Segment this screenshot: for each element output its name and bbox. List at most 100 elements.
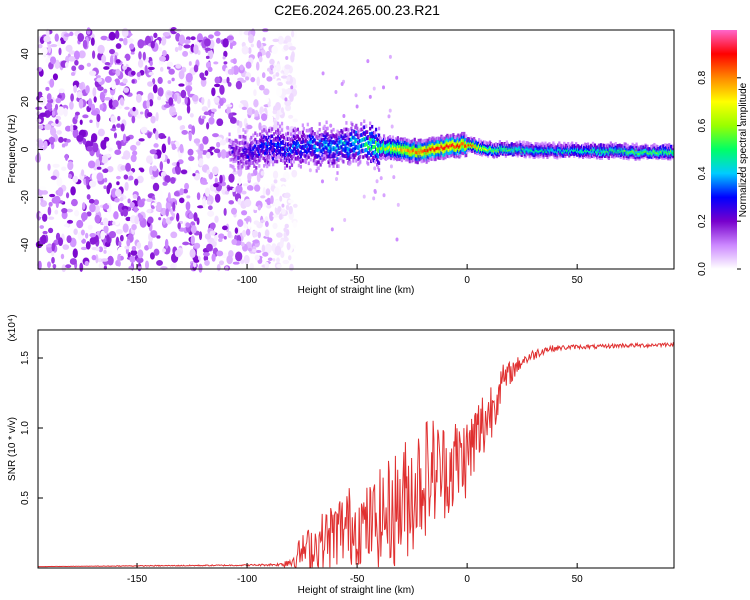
spectrogram-ridge-cell [266,144,269,149]
spectrogram-cell [144,245,150,251]
spectrogram-ridge-cell [314,160,317,164]
spectrogram-cell [84,260,90,267]
spectrogram-ridge-cell [282,136,286,140]
spectrogram-ridge-cell [597,143,601,148]
spectrogram-cell [217,104,221,109]
spectrogram-ridge-cell [327,148,330,153]
spectrogram-cell [224,190,230,195]
spectrogram-cell [262,37,266,42]
spectrogram-cell [185,72,193,83]
spectrogram-cell [196,192,201,201]
colorbar-tick-label: 0.6 [697,118,708,132]
spectrogram-ridge-cell [321,137,324,142]
spectrogram-cell [248,34,254,44]
spectrogram-cell [276,263,282,269]
spectrogram-ridge-cell [467,148,470,153]
spectrogram-ridge-cell [625,156,628,160]
spectrogram-cell [150,40,155,49]
spectrogram-ridge-cell [324,156,327,160]
spectrogram-cell [162,248,167,253]
spectrogram-cell [185,201,191,211]
spectrogram-cell [249,262,254,270]
spectrogram-ridge-cell [653,142,656,147]
spectrogram-cell [215,137,223,142]
spectrogram-ridge-cell [340,150,343,155]
spectrogram-cell [74,209,80,217]
spectrogram-cell [221,225,228,231]
spectrogram-cell [66,138,71,143]
spectrogram-ridge-cell [316,130,319,135]
spectrogram-cell [149,252,155,260]
spectrogram-cell [280,75,288,79]
spectrogram-cell [119,197,124,202]
spectrogram-ridge-cell [302,126,305,131]
spectrogram-cell [186,104,191,114]
spectrogram-ridge-cell [533,155,536,159]
spectrogram-cell [157,95,162,101]
spectrogram-cell [103,225,109,234]
spectrogram-ridge-cell [233,147,236,151]
spectrogram-ridge-cell [313,137,316,142]
spectrogram-cell [282,259,290,265]
spectrogram-ridge-cell [259,132,262,137]
spectrogram-cell [89,180,97,188]
spectrogram-ridge-cell [359,160,362,164]
spectrogram-ridge-cell [321,142,324,147]
spectrogram-cell [165,208,169,217]
spectrogram-cell [176,212,180,222]
spectrogram-cell [118,85,122,92]
spectrogram-cell [103,185,107,190]
spectrogram-ridge-cell [317,154,320,158]
spectrogram-cell [72,248,78,259]
spectrogram-cell [213,148,221,154]
spectrogram-ridge-cell [228,132,231,137]
spectrogram-ridge-cell [299,164,302,169]
spectrogram-cell [147,92,154,102]
spectrogram-cell [158,47,162,52]
spectrogram-cell [125,216,131,222]
spectrogram-cell [161,97,165,106]
spectrogram-ridge-cell [296,127,299,132]
spectrogram-cell [184,96,188,105]
spectrogram-ridge-cell [515,141,518,146]
spectrogram-ridge-cell [244,135,247,140]
spectrogram-ridge-cell [379,156,383,161]
spectrogram-ridge-cell [544,141,547,146]
spectrogram-cell [50,122,58,127]
spectrogram-ridge-cell [331,161,334,166]
spectrogram-cell [152,165,158,172]
spectrogram-ridge-cell [328,152,331,156]
spectrogram-ridge-cell [334,140,337,145]
spectrogram-cell [160,266,168,271]
spectrogram-cell [219,84,225,95]
spectrogram-ridge-cell [296,134,299,139]
spectrogram-cell [355,104,359,109]
spectrogram-ridge-cell [371,124,374,129]
spectrogram-cell [211,87,216,97]
spectrogram-cell [86,194,91,200]
spectrogram-ridge-cell [243,144,246,149]
spectrogram-ridge-cell [622,154,625,158]
spectrogram-cell [254,254,260,261]
spectrogram-ridge-cell [250,135,253,140]
spectrogram-ridge-cell [291,149,295,154]
spectrogram-cell [131,79,135,84]
spectrogram-ridge-cell [286,131,290,136]
spectrogram-ridge-cell [381,155,385,160]
spectrogram-ridge-cell [546,153,549,158]
spectrogram-ridge-cell [291,144,295,149]
spectrogram-cell [191,144,199,151]
colorbar-label: Normalized spectral amplitude [738,82,749,217]
spectrogram-cell [166,66,171,70]
spectrogram-ridge-cell [355,123,358,128]
spectrogram-cell [122,223,129,233]
spectrogram-cell [100,140,107,150]
spectrogram-ridge-cell [350,126,353,131]
spectrogram-ridge-cell [263,156,266,161]
spectrogram-cell [225,67,229,76]
spectrogram-cell [47,261,51,269]
spectrogram-cell [43,140,48,150]
spectrogram-cell [48,216,55,220]
spectrogram-cell [90,133,98,143]
spectrogram-ridge-cell [477,151,480,155]
